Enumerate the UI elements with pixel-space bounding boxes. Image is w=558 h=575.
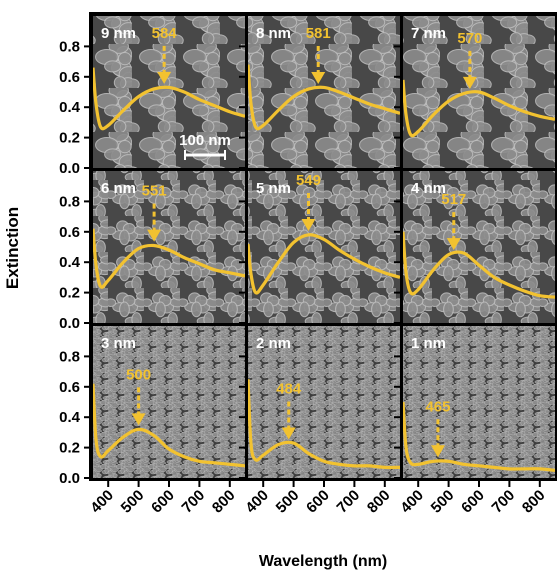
- peak-label: 584: [152, 25, 178, 42]
- sem-image: [248, 171, 400, 323]
- peak-arrowhead: [462, 76, 477, 89]
- extinction-curve: [248, 379, 400, 470]
- extinction-curve: [93, 228, 245, 289]
- y-tick-label: 0.6: [59, 379, 80, 396]
- peak-arrowhead: [301, 218, 316, 231]
- y-tick-label: 0.8: [59, 38, 80, 55]
- peak-arrowhead: [281, 427, 296, 440]
- y-tick-label: 0.0: [59, 470, 80, 487]
- sem-image: [248, 16, 400, 168]
- x-tick-label: 600: [303, 487, 333, 517]
- panel-label: 7 nm: [411, 25, 446, 42]
- sem-image: [403, 171, 555, 323]
- y-tick-label: 0.4: [59, 99, 81, 116]
- x-tick-label: 700: [334, 487, 364, 517]
- sem-image: [93, 16, 245, 168]
- x-axis-label: Wavelength (nm): [259, 553, 387, 570]
- peak-arrowhead: [157, 71, 172, 84]
- panel-label: 1 nm: [411, 335, 446, 352]
- scale-bar-label: 100 nm: [179, 132, 231, 149]
- sem-image: [93, 171, 245, 323]
- x-tick-label: 800: [519, 487, 549, 517]
- peak-label: 484: [276, 381, 302, 398]
- peak-arrowhead: [311, 72, 326, 85]
- x-tick-label: 600: [148, 487, 178, 517]
- x-tick-label: 600: [458, 487, 488, 517]
- y-tick-label: 0.6: [59, 69, 80, 86]
- peak-label: 517: [441, 191, 466, 208]
- x-tick-label: 700: [179, 487, 209, 517]
- panel-label: 9 nm: [101, 25, 136, 42]
- y-tick-label: 0.6: [59, 224, 80, 241]
- x-tick-label: 500: [273, 487, 303, 517]
- peak-label: 465: [425, 398, 450, 415]
- x-tick-label: 400: [242, 487, 272, 517]
- sem-image: [93, 326, 245, 478]
- y-tick-label: 0.0: [59, 315, 80, 332]
- y-axis-label: Extinction: [3, 207, 22, 289]
- panel-label: 8 nm: [256, 25, 291, 42]
- y-tick-label: 0.8: [59, 348, 80, 365]
- peak-label: 500: [126, 366, 151, 383]
- y-tick-label: 0.4: [59, 409, 81, 426]
- y-tick-label: 0.2: [59, 440, 80, 457]
- x-tick-label: 800: [209, 487, 239, 517]
- extinction-curve: [93, 383, 245, 468]
- peak-arrowhead: [147, 229, 162, 242]
- sem-image: [403, 326, 555, 478]
- peak-label: 551: [142, 183, 167, 200]
- x-tick-label: 400: [87, 487, 117, 517]
- x-tick-label: 400: [397, 487, 427, 517]
- panel-label: 4 nm: [411, 180, 446, 197]
- extinction-curve: [248, 233, 400, 295]
- extinction-curve: [248, 64, 400, 131]
- x-tick-label: 500: [428, 487, 458, 517]
- y-tick-label: 0.0: [59, 160, 80, 177]
- y-tick-label: 0.4: [59, 254, 81, 271]
- panel-label: 6 nm: [101, 180, 136, 197]
- peak-arrowhead: [131, 413, 146, 426]
- x-tick-label: 800: [364, 487, 394, 517]
- y-tick-label: 0.2: [59, 285, 80, 302]
- extinction-curve: [93, 67, 245, 131]
- extinction-curve: [403, 401, 555, 472]
- panel-label: 5 nm: [256, 180, 291, 197]
- panel-label: 3 nm: [101, 335, 136, 352]
- peak-label: 581: [306, 25, 331, 42]
- peak-arrowhead: [430, 445, 445, 458]
- x-tick-label: 500: [118, 487, 148, 517]
- y-tick-label: 0.2: [59, 130, 80, 147]
- peak-label: 549: [296, 172, 321, 189]
- peak-arrowhead: [446, 238, 461, 251]
- panel-label: 2 nm: [256, 335, 291, 352]
- sem-image: [248, 326, 400, 478]
- extinction-curve: [403, 79, 555, 138]
- extinction-curve: [403, 231, 555, 299]
- x-tick-label: 700: [489, 487, 519, 517]
- peak-label: 570: [457, 30, 482, 47]
- y-tick-label: 0.8: [59, 193, 80, 210]
